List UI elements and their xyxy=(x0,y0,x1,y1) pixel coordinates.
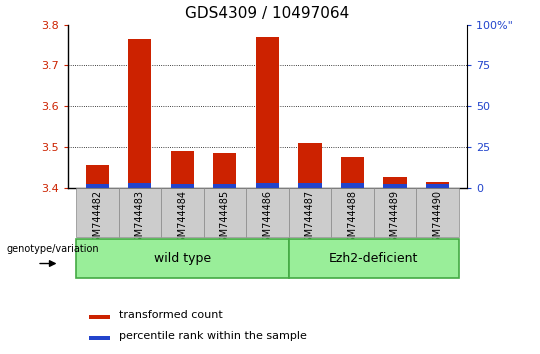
Text: GSM744487: GSM744487 xyxy=(305,190,315,249)
Text: GSM744488: GSM744488 xyxy=(347,190,357,249)
Bar xyxy=(331,188,374,237)
Bar xyxy=(213,184,237,188)
Bar xyxy=(426,182,449,188)
Bar xyxy=(89,315,110,319)
Bar xyxy=(204,188,246,237)
Bar xyxy=(171,184,194,188)
Bar xyxy=(298,183,321,188)
Text: genotype/variation: genotype/variation xyxy=(6,244,99,254)
Text: percentile rank within the sample: percentile rank within the sample xyxy=(119,331,307,341)
Bar xyxy=(383,177,407,188)
Bar xyxy=(118,188,161,237)
Bar xyxy=(383,184,407,188)
Bar xyxy=(255,183,279,188)
Text: transformed count: transformed count xyxy=(119,310,222,320)
Text: wild type: wild type xyxy=(154,252,211,265)
Text: GSM744482: GSM744482 xyxy=(92,190,102,249)
Bar xyxy=(85,184,109,188)
Text: GSM744490: GSM744490 xyxy=(433,190,442,249)
Bar xyxy=(246,188,288,237)
Bar xyxy=(85,165,109,188)
Bar xyxy=(161,188,204,237)
Bar xyxy=(298,143,321,188)
Bar xyxy=(76,188,118,237)
Text: GSM744489: GSM744489 xyxy=(390,190,400,249)
Title: GDS4309 / 10497064: GDS4309 / 10497064 xyxy=(185,6,349,21)
Bar xyxy=(426,184,449,188)
Text: GSM744485: GSM744485 xyxy=(220,190,230,249)
Bar xyxy=(341,157,364,188)
Bar xyxy=(341,183,364,188)
Bar xyxy=(213,153,237,188)
Bar xyxy=(128,183,151,188)
Bar xyxy=(288,188,331,237)
Bar xyxy=(128,39,151,188)
Bar xyxy=(416,188,458,237)
Text: GSM744486: GSM744486 xyxy=(262,190,272,249)
Bar xyxy=(89,336,110,340)
FancyBboxPatch shape xyxy=(288,239,458,278)
Bar xyxy=(171,151,194,188)
FancyBboxPatch shape xyxy=(76,239,288,278)
Text: GSM744484: GSM744484 xyxy=(177,190,187,249)
Bar xyxy=(255,37,279,188)
Text: GSM744483: GSM744483 xyxy=(135,190,145,249)
Bar xyxy=(374,188,416,237)
Text: Ezh2-deficient: Ezh2-deficient xyxy=(329,252,418,265)
